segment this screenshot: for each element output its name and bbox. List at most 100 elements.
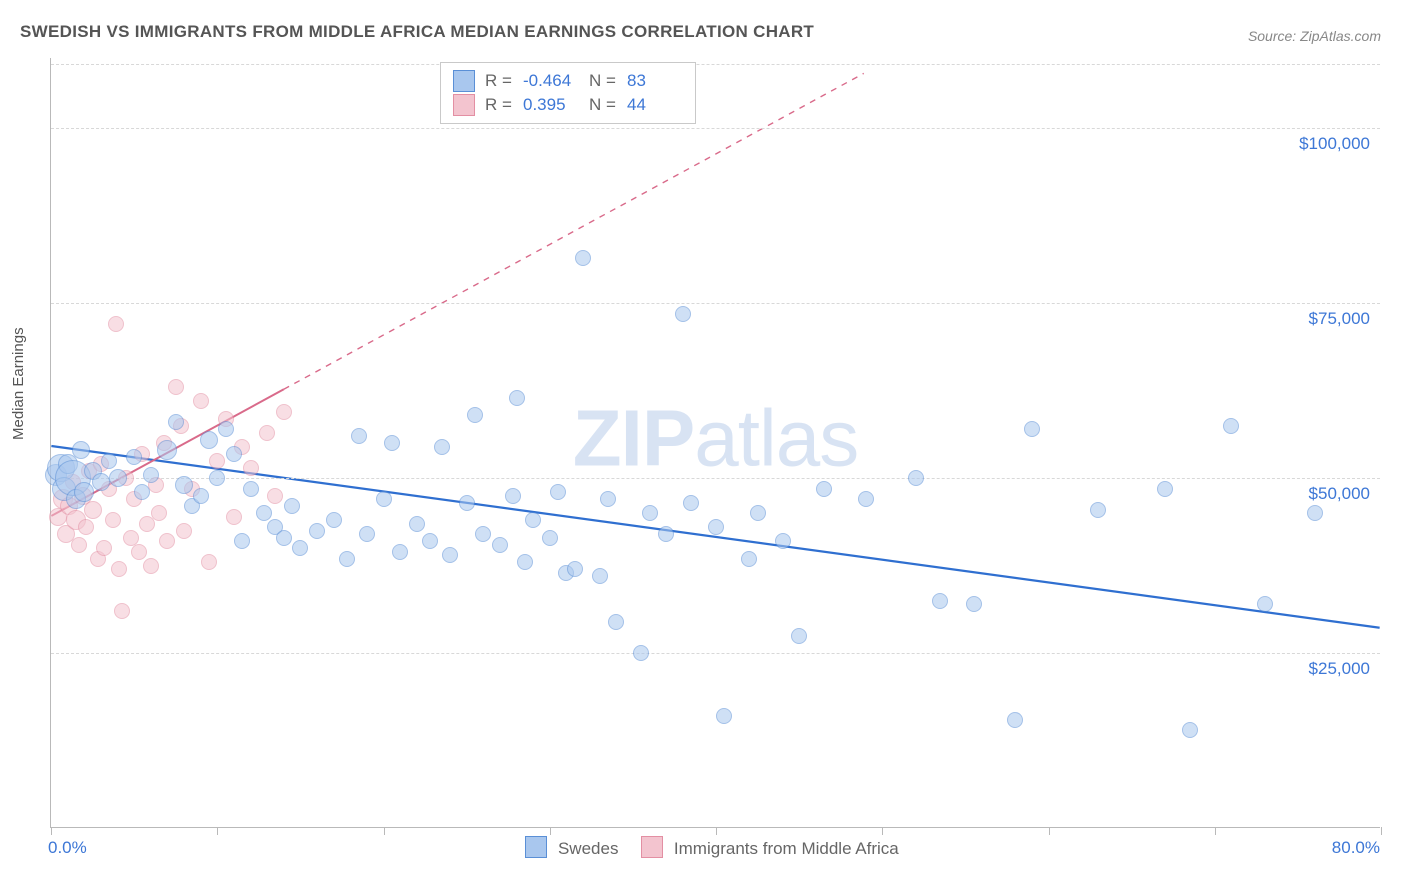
blue-point [966, 596, 982, 612]
ytick-label: $50,000 [1309, 484, 1370, 504]
blue-point [200, 431, 218, 449]
legend-n-label: N = [589, 93, 617, 117]
xtick [384, 827, 385, 835]
legend-r-label: R = [485, 93, 513, 117]
blue-point [92, 473, 110, 491]
series-legend: Swedes Immigrants from Middle Africa [0, 836, 1406, 859]
blue-point [234, 533, 250, 549]
legend-n-label: N = [589, 69, 617, 93]
blue-point [422, 533, 438, 549]
pink-point [193, 393, 209, 409]
blue-point [1090, 502, 1106, 518]
blue-point [1223, 418, 1239, 434]
xtick [1381, 827, 1382, 835]
pink-point [276, 404, 292, 420]
blue-point [575, 250, 591, 266]
source-attribution: Source: ZipAtlas.com [1248, 28, 1381, 44]
pink-point [267, 488, 283, 504]
blue-point [384, 435, 400, 451]
blue-point [459, 495, 475, 511]
legend-row-pink: R = 0.395 N = 44 [453, 93, 683, 117]
blue-point [908, 470, 924, 486]
blue-point [1257, 596, 1273, 612]
y-axis-label: Median Earnings [10, 327, 27, 440]
blue-point [243, 481, 259, 497]
legend-r-label: R = [485, 69, 513, 93]
gridline [51, 478, 1380, 479]
blue-point [1157, 481, 1173, 497]
legend-r-value-blue: -0.464 [523, 69, 579, 93]
blue-point [708, 519, 724, 535]
pink-point [78, 519, 94, 535]
watermark-bold: ZIP [573, 393, 694, 482]
blue-point [1307, 505, 1323, 521]
blue-point [542, 530, 558, 546]
legend-n-value-blue: 83 [627, 69, 683, 93]
blue-point [74, 482, 94, 502]
ytick-label: $75,000 [1309, 309, 1370, 329]
blue-point [1007, 712, 1023, 728]
blue-point [750, 505, 766, 521]
legend-swatch-pink [453, 94, 475, 116]
blue-point [226, 446, 242, 462]
blue-point [209, 470, 225, 486]
blue-point [339, 551, 355, 567]
legend-label-pink: Immigrants from Middle Africa [674, 839, 899, 858]
blue-point [683, 495, 699, 511]
blue-point [816, 481, 832, 497]
blue-point [525, 512, 541, 528]
blue-point [642, 505, 658, 521]
ytick-label: $25,000 [1309, 659, 1370, 679]
pink-point [209, 453, 225, 469]
blue-point [600, 491, 616, 507]
pink-point [143, 558, 159, 574]
legend-swatch-blue [525, 836, 547, 858]
blue-point [175, 476, 193, 494]
chart-title: SWEDISH VS IMMIGRANTS FROM MIDDLE AFRICA… [20, 22, 814, 42]
xtick [51, 827, 52, 835]
xtick [1215, 827, 1216, 835]
blue-point [932, 593, 948, 609]
legend-row-blue: R = -0.464 N = 83 [453, 69, 683, 93]
blue-point [326, 512, 342, 528]
legend-swatch-pink [641, 836, 663, 858]
correlation-legend: R = -0.464 N = 83 R = 0.395 N = 44 [440, 62, 696, 124]
legend-n-value-pink: 44 [627, 93, 683, 117]
blue-point [608, 614, 624, 630]
blue-point [256, 505, 272, 521]
blue-point [409, 516, 425, 532]
blue-point [858, 491, 874, 507]
blue-point [392, 544, 408, 560]
pink-point [71, 537, 87, 553]
legend-swatch-blue [453, 70, 475, 92]
blue-point [633, 645, 649, 661]
pink-point [159, 533, 175, 549]
blue-point [475, 526, 491, 542]
blue-point [505, 488, 521, 504]
blue-point [376, 491, 392, 507]
pink-point [108, 316, 124, 332]
blue-point [1024, 421, 1040, 437]
legend-r-value-pink: 0.395 [523, 93, 579, 117]
xtick [882, 827, 883, 835]
blue-point [168, 414, 184, 430]
pink-point [151, 505, 167, 521]
blue-point [442, 547, 458, 563]
watermark-light: atlas [694, 393, 858, 482]
pink-point [168, 379, 184, 395]
blue-point [567, 561, 583, 577]
legend-label-blue: Swedes [558, 839, 618, 858]
blue-point [550, 484, 566, 500]
ytick-label: $100,000 [1299, 134, 1370, 154]
pink-point [105, 512, 121, 528]
blue-point [126, 449, 142, 465]
blue-point [309, 523, 325, 539]
blue-point [193, 488, 209, 504]
blue-point [675, 306, 691, 322]
blue-point [741, 551, 757, 567]
blue-point [592, 568, 608, 584]
watermark: ZIPatlas [573, 392, 858, 484]
pink-point [176, 523, 192, 539]
blue-point [359, 526, 375, 542]
gridline [51, 653, 1380, 654]
